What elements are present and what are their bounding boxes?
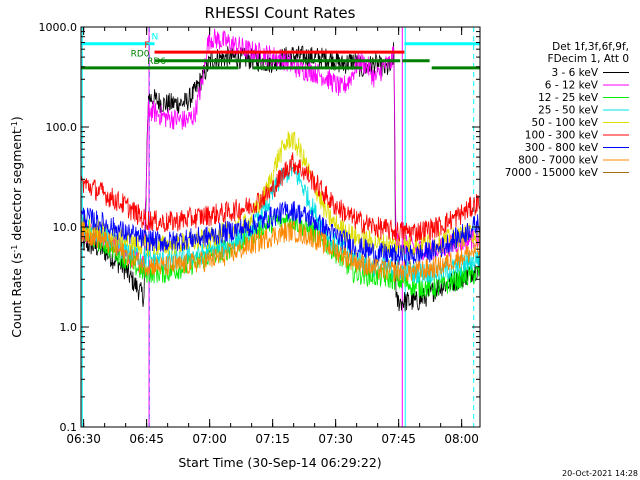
legend-header: Det 1f,3f,6f,9f, <box>552 41 629 53</box>
y-tick-label: 1.0 <box>60 321 78 334</box>
x-tick-label: 07:30 <box>318 432 353 446</box>
y-axis-label-part: detector segment <box>9 129 24 245</box>
legend: Det 1f,3f,6f,9f,FDecim 1, Att 0 3 - 6 keV… <box>505 41 629 179</box>
x-tick-label: 07:00 <box>192 432 227 446</box>
generation-timestamp: 20-Oct-2021 14:28 <box>562 469 638 478</box>
y-axis-label-part: Count Rate (s <box>9 253 24 338</box>
flag-label: RD6 <box>147 57 166 67</box>
x-tick-label: 08:00 <box>444 432 479 446</box>
x-tick-label: 07:15 <box>255 432 290 446</box>
x-tick-label: 06:45 <box>129 432 164 446</box>
series-line <box>81 152 480 242</box>
x-axis-label: Start Time (30-Sep-14 06:29:22) <box>178 455 381 470</box>
legend-entry-label: 3 - 6 keV <box>551 67 598 79</box>
y-axis-label: Count Rate (s-1 detector segment-1) <box>9 116 24 338</box>
series-line <box>81 220 480 282</box>
flag-label: N <box>152 33 159 43</box>
legend-entry-label: 50 - 100 keV <box>531 117 598 129</box>
legend-entry-label: 7000 - 15000 keV <box>505 167 599 179</box>
y-axis-label-part: -1 <box>10 245 19 253</box>
legend-entry-label: 25 - 50 keV <box>538 105 599 117</box>
series-line <box>81 28 480 275</box>
y-tick-label: 100.0 <box>46 121 78 134</box>
series-line <box>81 200 480 267</box>
y-tick-label: 10.0 <box>53 221 78 234</box>
axes: 0.1 1.0 10.0 100.0 1000.0 06:30 06:45 07:00 07:1… <box>39 21 480 446</box>
legend-entry-label: 6 - 12 keV <box>545 80 599 92</box>
chart-title: RHESSI Count Rates <box>205 4 356 22</box>
y-tick-label: 0.1 <box>60 421 78 434</box>
legend-entry-label: 12 - 25 keV <box>538 92 599 104</box>
flag-label: RD0 <box>131 50 150 60</box>
flag-label: F <box>144 41 149 51</box>
y-axis-label-part: ) <box>9 116 24 121</box>
legend-entry-label: 100 - 300 keV <box>525 130 599 142</box>
x-tick-label: 06:30 <box>66 432 101 446</box>
legend-entry-label: 800 - 7000 keV <box>518 155 599 167</box>
series-layer <box>81 28 480 312</box>
legend-header: FDecim 1, Att 0 <box>548 53 629 65</box>
x-tick-label: 07:45 <box>381 432 416 446</box>
series-line <box>81 131 480 257</box>
y-tick-label: 1000.0 <box>39 21 78 34</box>
legend-entry-label: 300 - 800 keV <box>525 142 599 154</box>
y-axis-label-part: -1 <box>10 121 19 129</box>
